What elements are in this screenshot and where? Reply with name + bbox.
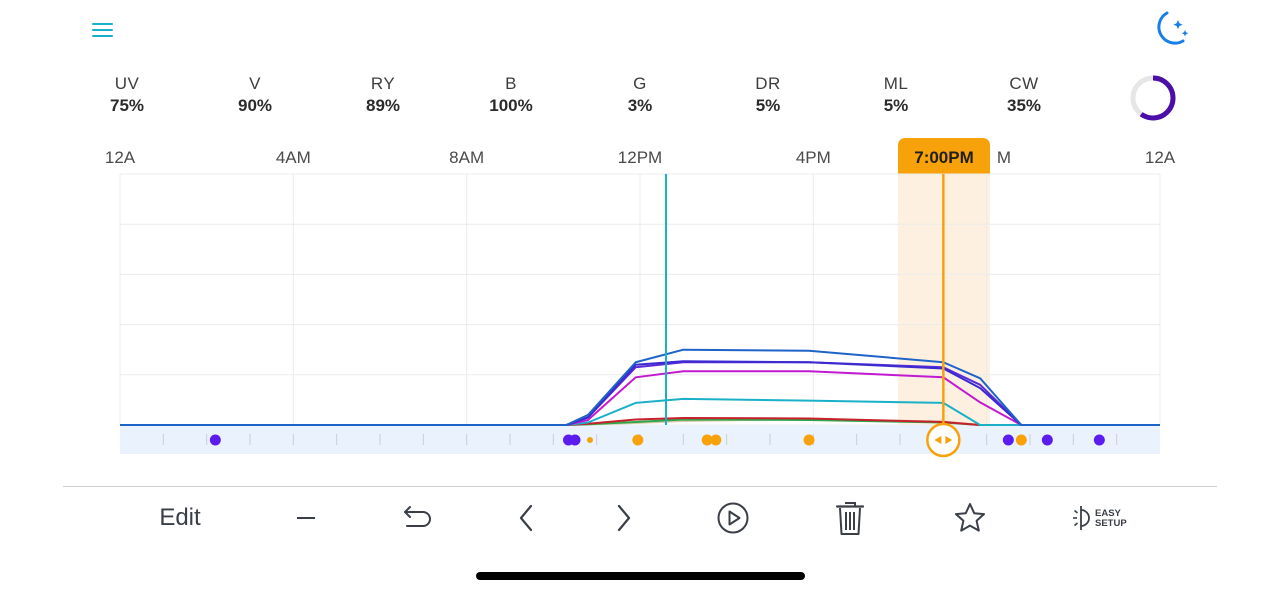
easy-setup-button[interactable]: EASY SETUP	[1068, 500, 1132, 536]
schedule-point-day[interactable]	[701, 434, 713, 446]
schedule-point-night[interactable]	[1002, 434, 1014, 446]
edit-label: Edit	[159, 504, 201, 531]
channel-name: CW	[1009, 74, 1039, 93]
schedule-point-night[interactable]	[209, 434, 221, 446]
schedule-chart[interactable]	[0, 0, 1280, 480]
channel-name: UV	[114, 74, 140, 93]
channel-name: B	[505, 74, 517, 93]
chart-series	[120, 348, 1160, 426]
channel-value: 5%	[883, 96, 909, 115]
favorite-button[interactable]	[950, 500, 990, 536]
time-axis-label: 8AM	[449, 148, 485, 167]
channel-value: 89%	[365, 96, 401, 115]
channel-dr[interactable]: DR 5%	[728, 74, 808, 116]
next-button[interactable]	[608, 500, 640, 536]
schedule-points[interactable]	[209, 434, 1105, 446]
trash-icon	[835, 502, 865, 535]
time-axis-label: 4AM	[275, 148, 311, 167]
minus-icon	[297, 517, 315, 519]
channel-g[interactable]: G 3%	[600, 74, 680, 116]
channel-value: 75%	[109, 96, 145, 115]
series-line	[120, 370, 1160, 426]
progress-ring	[1127, 72, 1179, 124]
time-slider-handle[interactable]	[926, 422, 961, 458]
channel-value: 90%	[237, 96, 273, 115]
toolbar-divider	[63, 486, 1217, 487]
play-button[interactable]	[713, 500, 753, 536]
schedule-point-night[interactable]	[1093, 434, 1105, 446]
easy-setup-line2: SETUP	[1095, 518, 1127, 529]
chart-grid	[119, 173, 1161, 426]
channel-value: 5%	[755, 96, 781, 115]
schedule-point-night[interactable]	[569, 434, 581, 446]
channel-name: G	[633, 74, 647, 93]
channel-value: 3%	[627, 96, 653, 115]
easy-setup-line1: EASY	[1095, 508, 1122, 519]
series-line	[120, 348, 1160, 426]
hamburger-menu-icon[interactable]	[90, 20, 116, 42]
channel-name: V	[249, 74, 261, 93]
chevron-right-icon	[617, 504, 631, 532]
schedule-point-small[interactable]	[587, 437, 593, 443]
time-axis-label: 12A	[1144, 148, 1176, 167]
channel-name: ML	[883, 74, 909, 93]
channel-value: 35%	[1006, 96, 1042, 115]
selected-time-badge[interactable]: 7:00PM	[898, 138, 990, 174]
star-icon	[955, 503, 985, 532]
timeline-track-ticks	[162, 434, 1118, 445]
schedule-point-day[interactable]	[632, 434, 644, 446]
undo-icon	[404, 506, 431, 527]
previous-button[interactable]	[510, 500, 542, 536]
channel-v[interactable]: V 90%	[215, 74, 295, 116]
channel-ml[interactable]: ML 5%	[856, 74, 936, 116]
time-axis-label: 4PM	[795, 148, 831, 167]
time-axis-label: 12A	[104, 148, 136, 167]
easy-setup-icon: EASY SETUP	[1073, 506, 1127, 530]
channel-ry[interactable]: RY 89%	[343, 74, 423, 116]
channel-value: 100%	[489, 96, 533, 115]
moon-stars-icon[interactable]	[1145, 8, 1191, 52]
home-indicator	[476, 572, 805, 580]
edit-button[interactable]: Edit	[150, 500, 210, 536]
channel-b[interactable]: B 100%	[471, 74, 551, 116]
time-axis-label: M	[996, 148, 1012, 167]
channel-cw[interactable]: CW 35%	[984, 74, 1064, 116]
series-line	[120, 360, 1160, 426]
schedule-point-day[interactable]	[1015, 434, 1027, 446]
play-circle-icon	[717, 502, 749, 534]
channel-name: DR	[755, 74, 781, 93]
schedule-point-night[interactable]	[1041, 434, 1053, 446]
time-axis-label: 12PM	[617, 148, 663, 167]
schedule-point-day[interactable]	[710, 434, 722, 446]
chevron-left-icon	[519, 504, 533, 532]
delete-button[interactable]	[830, 500, 870, 536]
undo-button[interactable]	[398, 500, 438, 536]
channel-uv[interactable]: UV 75%	[87, 74, 167, 116]
schedule-point-day[interactable]	[803, 434, 815, 446]
channel-name: RY	[370, 74, 396, 93]
remove-button[interactable]	[290, 500, 322, 536]
